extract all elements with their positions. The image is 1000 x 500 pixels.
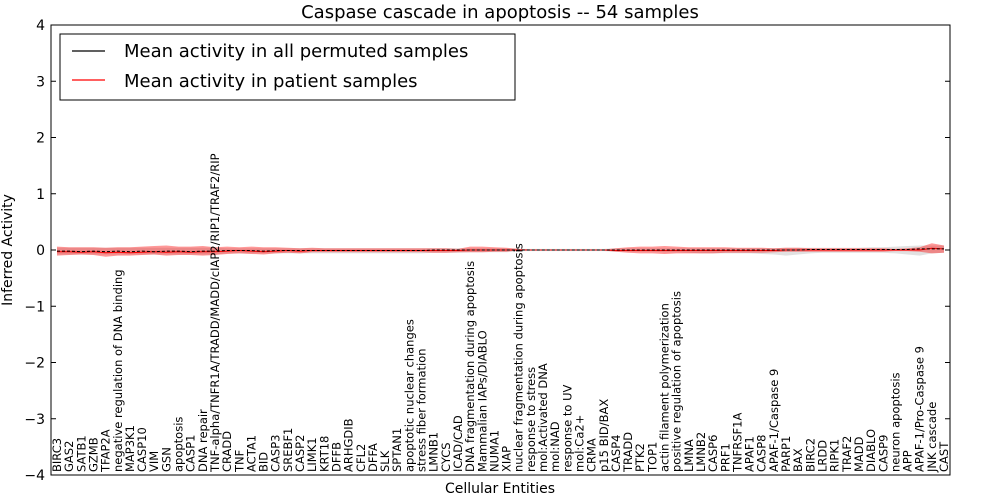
x-category-label: ACTA1 (244, 435, 258, 472)
x-category-label: TOP1 (645, 442, 659, 473)
x-category-label: apoptotic nuclear changes (402, 319, 416, 472)
x-category-label: APAF-1/Caspase 9 (767, 369, 781, 472)
x-category-label: CASP8 (755, 435, 769, 472)
x-category-label: response to UV (560, 384, 574, 472)
x-category-label: DFFB (329, 442, 343, 472)
x-category-label: CYCS (439, 442, 453, 472)
y-tick-label: 0 (36, 243, 45, 259)
x-category-label: TNF-alpha/TNFR1A/TRADD/MADD/cIAP2/RIP1/T… (208, 153, 222, 473)
x-category-label: CFL2 (354, 444, 368, 472)
x-category-label: CRMA (585, 438, 599, 472)
x-category-label: CASP6 (706, 435, 720, 472)
x-category-label: DFFA (366, 443, 380, 472)
permuted-line (57, 248, 944, 253)
x-category-label: PARP1 (779, 436, 793, 472)
x-category-label: CASP10 (135, 427, 149, 472)
x-category-label: TFAP2A (99, 429, 113, 473)
x-category-label: JNK cascade (925, 402, 939, 473)
legend-label-permuted: Mean activity in all permuted samples (124, 41, 468, 62)
x-category-label: CASP2 (293, 435, 307, 472)
x-category-label: SPTAN1 (390, 428, 404, 472)
legend-box (59, 33, 516, 101)
x-category-label: SLK (378, 450, 392, 472)
x-category-label: PRF1 (718, 443, 732, 472)
permuted-band (57, 245, 944, 256)
x-category-label: PTK2 (633, 443, 647, 472)
x-category-label: ICAD/CAD (451, 415, 465, 472)
y-tick-label: −2 (24, 356, 45, 372)
x-category-label: APP (901, 450, 915, 472)
x-category-label: SREBF1 (281, 428, 295, 472)
legend: Mean activity in all permuted samples Me… (59, 33, 516, 101)
y-tick-label: 2 (36, 131, 45, 147)
x-category-label: APAF1 (743, 436, 757, 472)
x-category-label: CASP4 (609, 435, 623, 472)
x-category-label: TRAF2 (840, 436, 854, 473)
y-tick-label: 1 (36, 187, 45, 203)
x-category-label: GAS2 (62, 441, 76, 472)
x-category-label: DNA fragmentation during apoptosis (463, 261, 477, 472)
x-category-label: mol:NAD (548, 421, 562, 472)
x-category-label: positive regulation of apoptosis (670, 291, 684, 472)
y-tick-label: 4 (36, 18, 45, 34)
x-category-label: TNF (232, 450, 246, 473)
x-category-label: DNA repair (196, 409, 210, 472)
x-category-label: XIAP (500, 446, 514, 472)
x-category-label: RIPK1 (828, 439, 842, 472)
x-category-label: BIRC3 (50, 438, 64, 472)
x-category-label: Mammalian IAPs/DIABLO (475, 330, 489, 472)
x-category-label: NUMA1 (487, 430, 501, 472)
x-category-label: MADD (852, 436, 866, 472)
x-category-label: CASP1 (184, 435, 198, 472)
x-category-label: CRADD (220, 431, 234, 472)
y-tick-label: −4 (24, 468, 45, 484)
x-category-label: LMNA (682, 439, 696, 472)
x-category-label: VIM (147, 451, 161, 472)
patient-line (57, 247, 945, 254)
y-tick-label: 3 (36, 74, 45, 90)
x-category-label: nuclear fragmentation during apoptosis (512, 243, 526, 472)
x-category-label: LMNB2 (694, 432, 708, 472)
x-category-label: apoptosis (172, 417, 186, 472)
x-category-label: mol:Activated DNA (536, 363, 550, 472)
x-category-label: GSN (159, 447, 173, 472)
x-category-label: stress fiber formation (415, 348, 429, 472)
x-category-label: BAX (791, 448, 805, 472)
x-category-label: BIRC2 (803, 438, 817, 472)
x-category-label: APAF-1/Pro-Caspase 9 (913, 346, 927, 472)
x-category-label: response to stress (524, 367, 538, 472)
chart-title: Caspase cascade in apoptosis -- 54 sampl… (301, 2, 699, 23)
x-category-label: LMNB1 (427, 432, 441, 472)
x-category-label: LRDD (815, 440, 829, 472)
x-category-label: actin filament polymerization (658, 303, 672, 472)
y-tick-label: −1 (24, 299, 45, 315)
x-category-label: CAST (937, 441, 951, 472)
x-category-label: GZMB (86, 437, 100, 472)
x-category-label: neuron apoptosis (888, 372, 902, 472)
x-category-label: TNFRSF1A (730, 413, 744, 473)
x-category-label: KRT18 (317, 436, 331, 472)
x-category-label: p15 BID/BAX (597, 399, 611, 472)
x-category-label: CASP3 (269, 435, 283, 472)
y-axis-label: Inferred Activity (0, 194, 16, 306)
x-category-label: negative regulation of DNA binding (111, 269, 125, 472)
x-category-label: BID (257, 452, 271, 472)
x-category-label: MAP3K1 (123, 425, 137, 472)
x-category-label: LIMK1 (305, 437, 319, 472)
x-category-label: TRADD (621, 432, 635, 473)
x-category-label: DIABLO (864, 429, 878, 472)
x-category-label: CASP9 (876, 435, 890, 472)
x-category-label: ARHGDIB (342, 418, 356, 472)
y-tick-label: −3 (24, 412, 45, 428)
x-axis-label: Cellular Entities (445, 481, 555, 497)
legend-label-patient: Mean activity in patient samples (124, 71, 418, 92)
x-category-label: mol:Ca2+ (572, 415, 586, 472)
x-category-label: SATB1 (74, 435, 88, 472)
